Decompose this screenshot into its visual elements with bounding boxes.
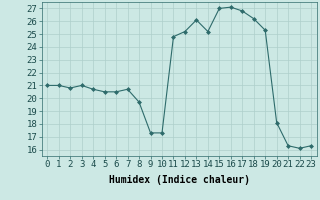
X-axis label: Humidex (Indice chaleur): Humidex (Indice chaleur): [109, 175, 250, 185]
